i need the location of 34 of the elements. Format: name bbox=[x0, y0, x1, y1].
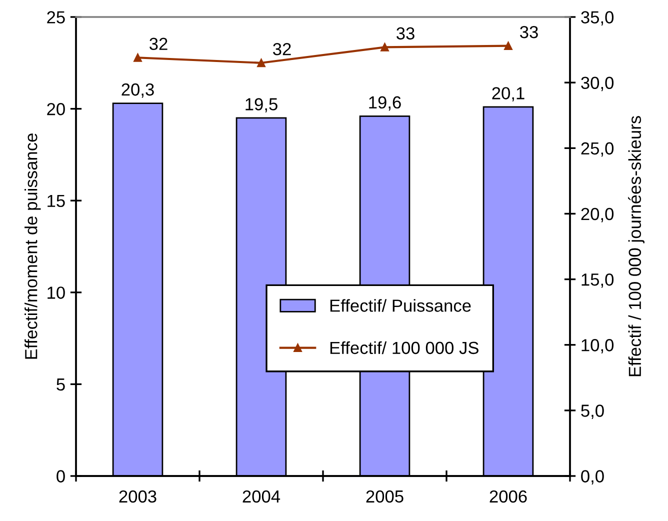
data-label: 32 bbox=[150, 38, 168, 50]
y2-tick-label: 30,0 bbox=[581, 76, 614, 92]
y2-tick-label: 0,0 bbox=[581, 470, 604, 485]
point bbox=[257, 58, 266, 68]
y2-tick-label: 5,0 bbox=[581, 404, 604, 419]
data-label: 20,1 bbox=[492, 87, 524, 102]
y2-tick-label: 15,0 bbox=[582, 273, 614, 288]
data-label: 19,6 bbox=[369, 96, 401, 111]
data-label: 20,3 bbox=[122, 83, 154, 98]
x-tick-label: 2003 bbox=[119, 490, 156, 503]
y-tick-label: 15 bbox=[48, 194, 65, 208]
y2-tick-label: 25,0 bbox=[581, 142, 614, 157]
x-tick-label: 2006 bbox=[490, 490, 527, 503]
x-tick-label: 2004 bbox=[242, 490, 280, 503]
x-tick-label: 2005 bbox=[366, 490, 404, 503]
y2-tick-label: 20,0 bbox=[581, 208, 614, 222]
y2-axis-title: Effectif / 100 000 journées-skieurs bbox=[628, 116, 644, 376]
y2-tick-label: 10,0 bbox=[582, 339, 614, 354]
legend-label: Effectif/ 100 000 JS bbox=[330, 341, 478, 354]
legend-label: Effectif/ Puissance bbox=[330, 299, 471, 312]
point bbox=[504, 42, 512, 50]
y-tick-label: 5 bbox=[56, 378, 65, 391]
data-label: 33 bbox=[396, 27, 414, 40]
y-axis-title: Effectif/moment de puissance bbox=[24, 134, 41, 359]
data-label: 32 bbox=[273, 43, 291, 56]
y-tick-label: 25 bbox=[47, 11, 65, 24]
point bbox=[134, 53, 142, 62]
data-label: 19,5 bbox=[246, 98, 278, 112]
y-tick-label: 0 bbox=[56, 470, 65, 482]
y-tick-label: 20 bbox=[47, 102, 65, 116]
y-tick-label: 10 bbox=[48, 286, 65, 299]
point bbox=[380, 42, 389, 52]
data-label: 33 bbox=[520, 26, 538, 38]
y2-tick-label: 35,0 bbox=[581, 11, 614, 26]
